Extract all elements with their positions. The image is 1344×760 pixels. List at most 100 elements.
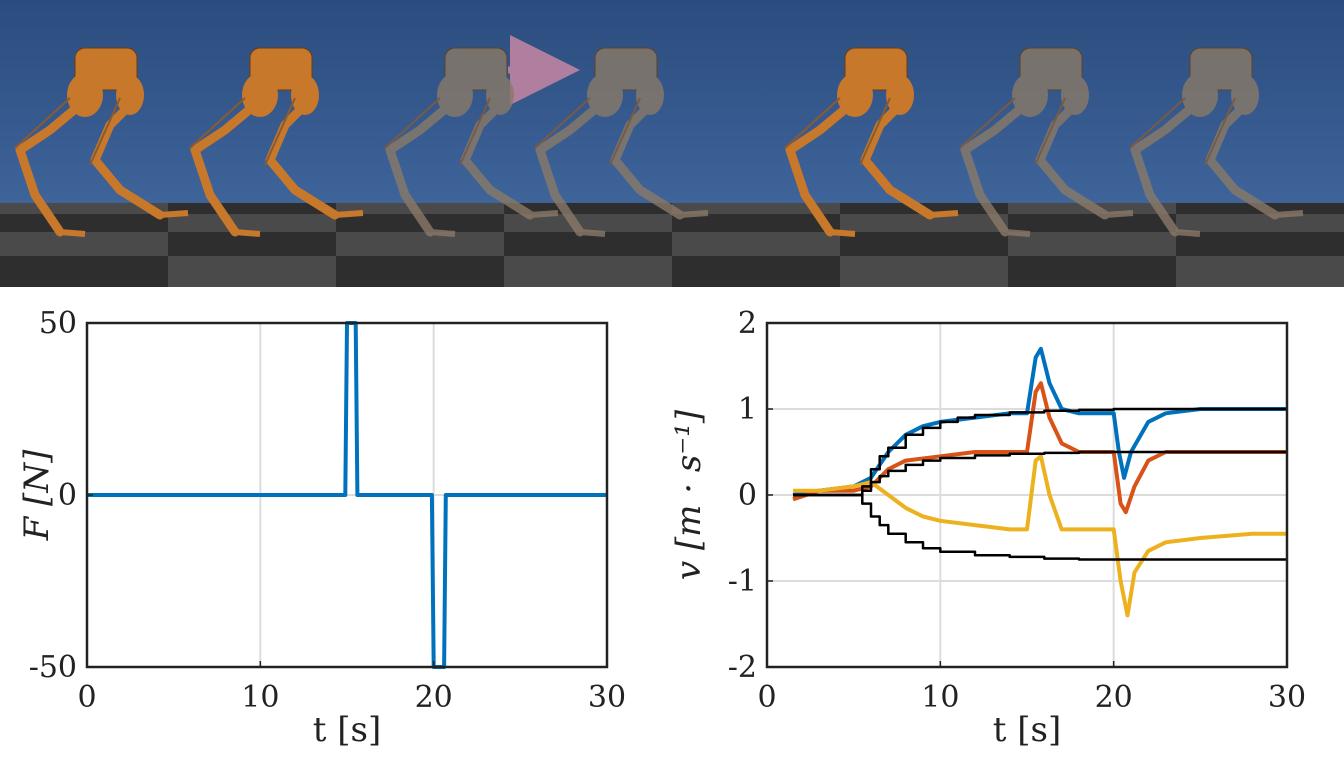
velocity-plot-series [792, 346, 1287, 618]
robot-hip [486, 75, 514, 115]
floor-tile [168, 214, 336, 232]
robot-front-leg [265, 100, 340, 220]
force-plot-series [87, 321, 607, 669]
velocity-y-tick-label: -2 [728, 650, 757, 685]
robot-foot [929, 210, 959, 218]
floor-tile [336, 203, 504, 214]
floor-tile [1176, 214, 1344, 232]
floor-tile [1008, 232, 1176, 256]
robot-hip [1061, 75, 1089, 115]
robot-pose-3 [384, 47, 559, 237]
robot-rod [1129, 97, 1186, 149]
robot-front-leg [460, 100, 535, 220]
velocity-plot-y-ticks: -2 -1 0 1 2 [728, 306, 773, 685]
robot-front-leg [1035, 100, 1110, 220]
robot-foot [1104, 210, 1134, 218]
checker-floor [0, 203, 1344, 287]
robot-foot [1004, 229, 1031, 237]
force-y-tick-label: 0 [58, 478, 77, 513]
force-y-tick-label: 50 [39, 306, 77, 341]
force-plot-y-ticks: -50 0 50 [29, 306, 93, 685]
robot-poses [14, 47, 1304, 237]
velocity-series-6-line [793, 493, 1287, 561]
robot-pose-1 [14, 47, 189, 237]
velocity-series-2-line [792, 381, 1287, 515]
robot-front-leg [1205, 100, 1280, 220]
robot-foot [829, 229, 856, 237]
robot-hip [1231, 75, 1259, 115]
robot-rear-leg [190, 100, 260, 237]
robot-rod [189, 97, 246, 149]
robot-front-leg [860, 100, 935, 220]
robot-hip [886, 75, 914, 115]
robot-foot [679, 210, 709, 218]
robot-rod [609, 97, 641, 166]
sky [0, 0, 1344, 205]
floor-tile [168, 256, 336, 287]
robot-rod [859, 97, 891, 166]
robot-hip [116, 75, 144, 115]
robot-front-leg [610, 100, 685, 220]
robot-rod [264, 97, 296, 166]
robot-rod [1034, 97, 1066, 166]
robot-foot [1274, 210, 1304, 218]
floor-tile [840, 256, 1008, 287]
floor-tile [504, 214, 672, 232]
robot-rear-leg [960, 100, 1030, 237]
robot-rear-leg [785, 100, 855, 237]
robot-rod [384, 97, 441, 149]
force-plot-x-ticks: 0 10 20 30 [77, 661, 626, 715]
velocity-plot-svg: 0 10 20 30 -2 -1 0 1 2 t [s] v [m · s⁻¹] [669, 306, 1306, 750]
robot-foot [234, 229, 261, 237]
robot-rod [14, 97, 71, 149]
robot-front-leg [90, 100, 165, 220]
robot-rod [534, 97, 591, 149]
floor-tile [0, 203, 168, 214]
floor-tile [504, 256, 672, 287]
velocity-y-tick-label: 0 [738, 478, 757, 513]
floor-tile [840, 214, 1008, 232]
robot-foot [579, 229, 606, 237]
robot-rear-leg [15, 100, 85, 237]
robot-pose-2 [189, 47, 364, 237]
robot-rear-leg [1130, 100, 1200, 237]
force-x-tick-label: 20 [415, 680, 453, 715]
robot-rear-leg [535, 100, 605, 237]
floor-tile [1176, 256, 1344, 287]
force-plot: 0 10 20 30 -50 0 50 t [s] F [N] [0, 287, 672, 755]
force-plot-x-label: t [s] [313, 710, 381, 750]
robot-rod [784, 97, 841, 149]
force-x-tick-label: 10 [241, 680, 279, 715]
robot-pose-4 [534, 47, 709, 237]
velocity-x-tick-label: 30 [1268, 680, 1306, 715]
robot-foot [59, 229, 86, 237]
force-x-tick-label: 30 [588, 680, 626, 715]
floor-tile [672, 203, 840, 214]
robot-foot [1174, 229, 1201, 237]
robot-hip [636, 75, 664, 115]
floor-tile [672, 232, 840, 256]
force-series-1-line [87, 321, 607, 669]
floor-tile [336, 232, 504, 256]
simulation-scene [0, 0, 1344, 287]
robot-pose-5 [784, 47, 959, 237]
robot-rod [959, 97, 1016, 149]
velocity-x-tick-label: 0 [757, 680, 776, 715]
velocity-plot: 0 10 20 30 -2 -1 0 1 2 t [s] v [m · s⁻¹] [669, 287, 1344, 755]
robot-foot [334, 210, 364, 218]
velocity-y-tick-label: 2 [738, 306, 757, 341]
robot-pose-6 [959, 47, 1134, 237]
force-y-tick-label: -50 [29, 650, 77, 685]
velocity-series-3-line [793, 454, 1287, 618]
velocity-y-tick-label: -1 [728, 564, 757, 599]
robot-foot [529, 210, 559, 218]
velocity-y-tick-label: 1 [738, 392, 757, 427]
velocity-plot-y-label: v [m · s⁻¹] [672, 409, 709, 580]
force-x-tick-label: 0 [77, 680, 96, 715]
velocity-plot-x-ticks: 0 10 20 30 [757, 661, 1306, 715]
robot-rod [459, 97, 491, 166]
velocity-series-5-line [793, 450, 1287, 497]
robot-hip [291, 75, 319, 115]
robot-foot [429, 229, 456, 237]
